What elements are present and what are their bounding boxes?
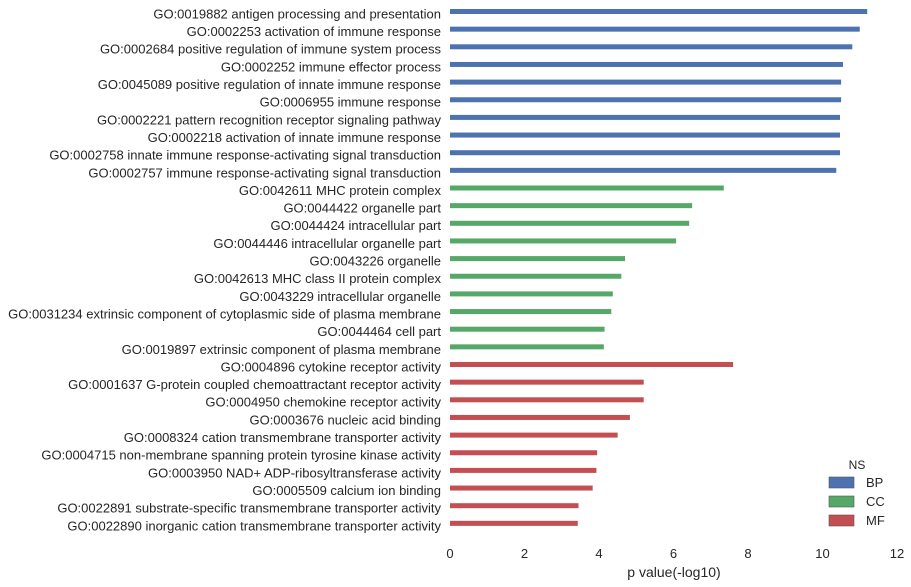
category-label: GO:0022891 substrate-specific transmembr… (57, 501, 441, 516)
bar-bp (450, 150, 841, 156)
category-label: GO:0044464 cell part (317, 324, 441, 339)
category-label: GO:0002684 positive regulation of immune… (100, 42, 442, 57)
x-tick-label: 12 (890, 546, 904, 561)
bar-bp (450, 44, 853, 50)
bar-cc (450, 273, 622, 279)
bar-mf (450, 397, 644, 403)
category-label: GO:0044424 intracellular part (270, 218, 441, 233)
category-label: GO:0006955 immune response (260, 95, 441, 110)
category-label: GO:0004896 cytokine receptor activity (221, 359, 442, 374)
x-axis-title: p value(-log10) (627, 564, 720, 580)
category-label: GO:0008324 cation transmembrane transpor… (124, 430, 442, 445)
bar-bp (450, 167, 837, 173)
x-tick-label: 0 (446, 546, 453, 561)
category-label: GO:0042613 MHC class II protein complex (194, 271, 442, 286)
legend-label-bp: BP (866, 475, 883, 490)
bar-cc (450, 344, 604, 350)
category-label: GO:0042611 MHC protein complex (239, 183, 442, 198)
x-tick-label: 8 (744, 546, 751, 561)
x-tick-label: 4 (595, 546, 602, 561)
category-label: GO:0044422 organelle part (283, 201, 441, 216)
bar-mf (450, 520, 578, 526)
bar-cc (450, 238, 677, 244)
legend: NS BP CC MF (828, 458, 885, 528)
bar-mf (450, 379, 644, 385)
bar-cc (450, 291, 613, 297)
category-label: GO:0002757 immune response-activating si… (88, 165, 441, 180)
category-label: GO:0003950 NAD+ ADP-ribosyltransferase a… (148, 465, 441, 480)
bar-mf (450, 362, 734, 367)
bar-bp (450, 132, 841, 138)
legend-title: NS (849, 458, 866, 472)
x-tick-label: 2 (521, 546, 528, 561)
legend-swatch-bp (828, 476, 855, 489)
category-label: GO:0045089 positive regulation of innate… (98, 77, 441, 92)
category-label: GO:0005509 calcium ion binding (252, 483, 441, 498)
bar-bp (450, 97, 842, 103)
bar-cc (450, 326, 605, 332)
x-axis-ticks: 0 2 4 6 8 10 12 (446, 546, 904, 561)
bar-bp (450, 26, 860, 32)
bar-cc (450, 309, 612, 315)
bars (450, 9, 868, 526)
bar-bp (450, 114, 841, 120)
category-label: GO:0019882 antigen processing and presen… (153, 6, 441, 21)
bar-cc (450, 220, 690, 226)
category-label: GO:0003676 nucleic acid binding (249, 412, 441, 427)
legend-swatch-mf (828, 514, 855, 527)
legend-label-mf: MF (866, 513, 885, 528)
bar-mf (450, 432, 618, 438)
legend-label-cc: CC (866, 494, 885, 509)
bar-mf (450, 467, 597, 473)
bar-cc (450, 185, 724, 191)
category-label: GO:0043229 intracellular organelle (239, 289, 441, 304)
bar-mf (450, 485, 593, 491)
x-tick-label: 10 (815, 546, 829, 561)
category-label: GO:0002252 immune effector process (221, 59, 442, 74)
category-label: GO:0022890 inorganic cation transmembran… (67, 518, 441, 533)
bar-bp (450, 61, 843, 67)
x-tick-label: 6 (670, 546, 677, 561)
category-label: GO:0002253 activation of immune response (187, 24, 441, 39)
category-labels: GO:0019882 antigen processing and presen… (8, 6, 441, 533)
category-label: GO:0002758 innate immune response-activa… (49, 148, 441, 163)
bar-mf (450, 414, 630, 420)
category-label: GO:0001637 G-protein coupled chemoattrac… (68, 377, 441, 392)
bar-mf (450, 450, 598, 456)
category-label: GO:0043226 organelle (309, 254, 441, 269)
category-label: GO:0004950 chemokine receptor activity (205, 395, 441, 410)
category-label: GO:0019897 extrinsic component of plasma… (122, 342, 441, 357)
category-label: GO:0031234 extrinsic component of cytopl… (8, 306, 441, 321)
category-label: GO:0002221 pattern recognition receptor … (97, 112, 441, 127)
bar-cc (450, 203, 693, 209)
bar-bp (450, 9, 868, 14)
legend-swatch-cc (828, 495, 855, 508)
bar-bp (450, 79, 842, 85)
category-label: GO:0002218 activation of innate immune r… (148, 130, 441, 145)
category-label: GO:0044446 intracellular organelle part (213, 236, 441, 251)
category-label: GO:0004715 non-membrane spanning protein… (41, 448, 441, 463)
bar-mf (450, 503, 579, 509)
bar-cc (450, 256, 626, 262)
